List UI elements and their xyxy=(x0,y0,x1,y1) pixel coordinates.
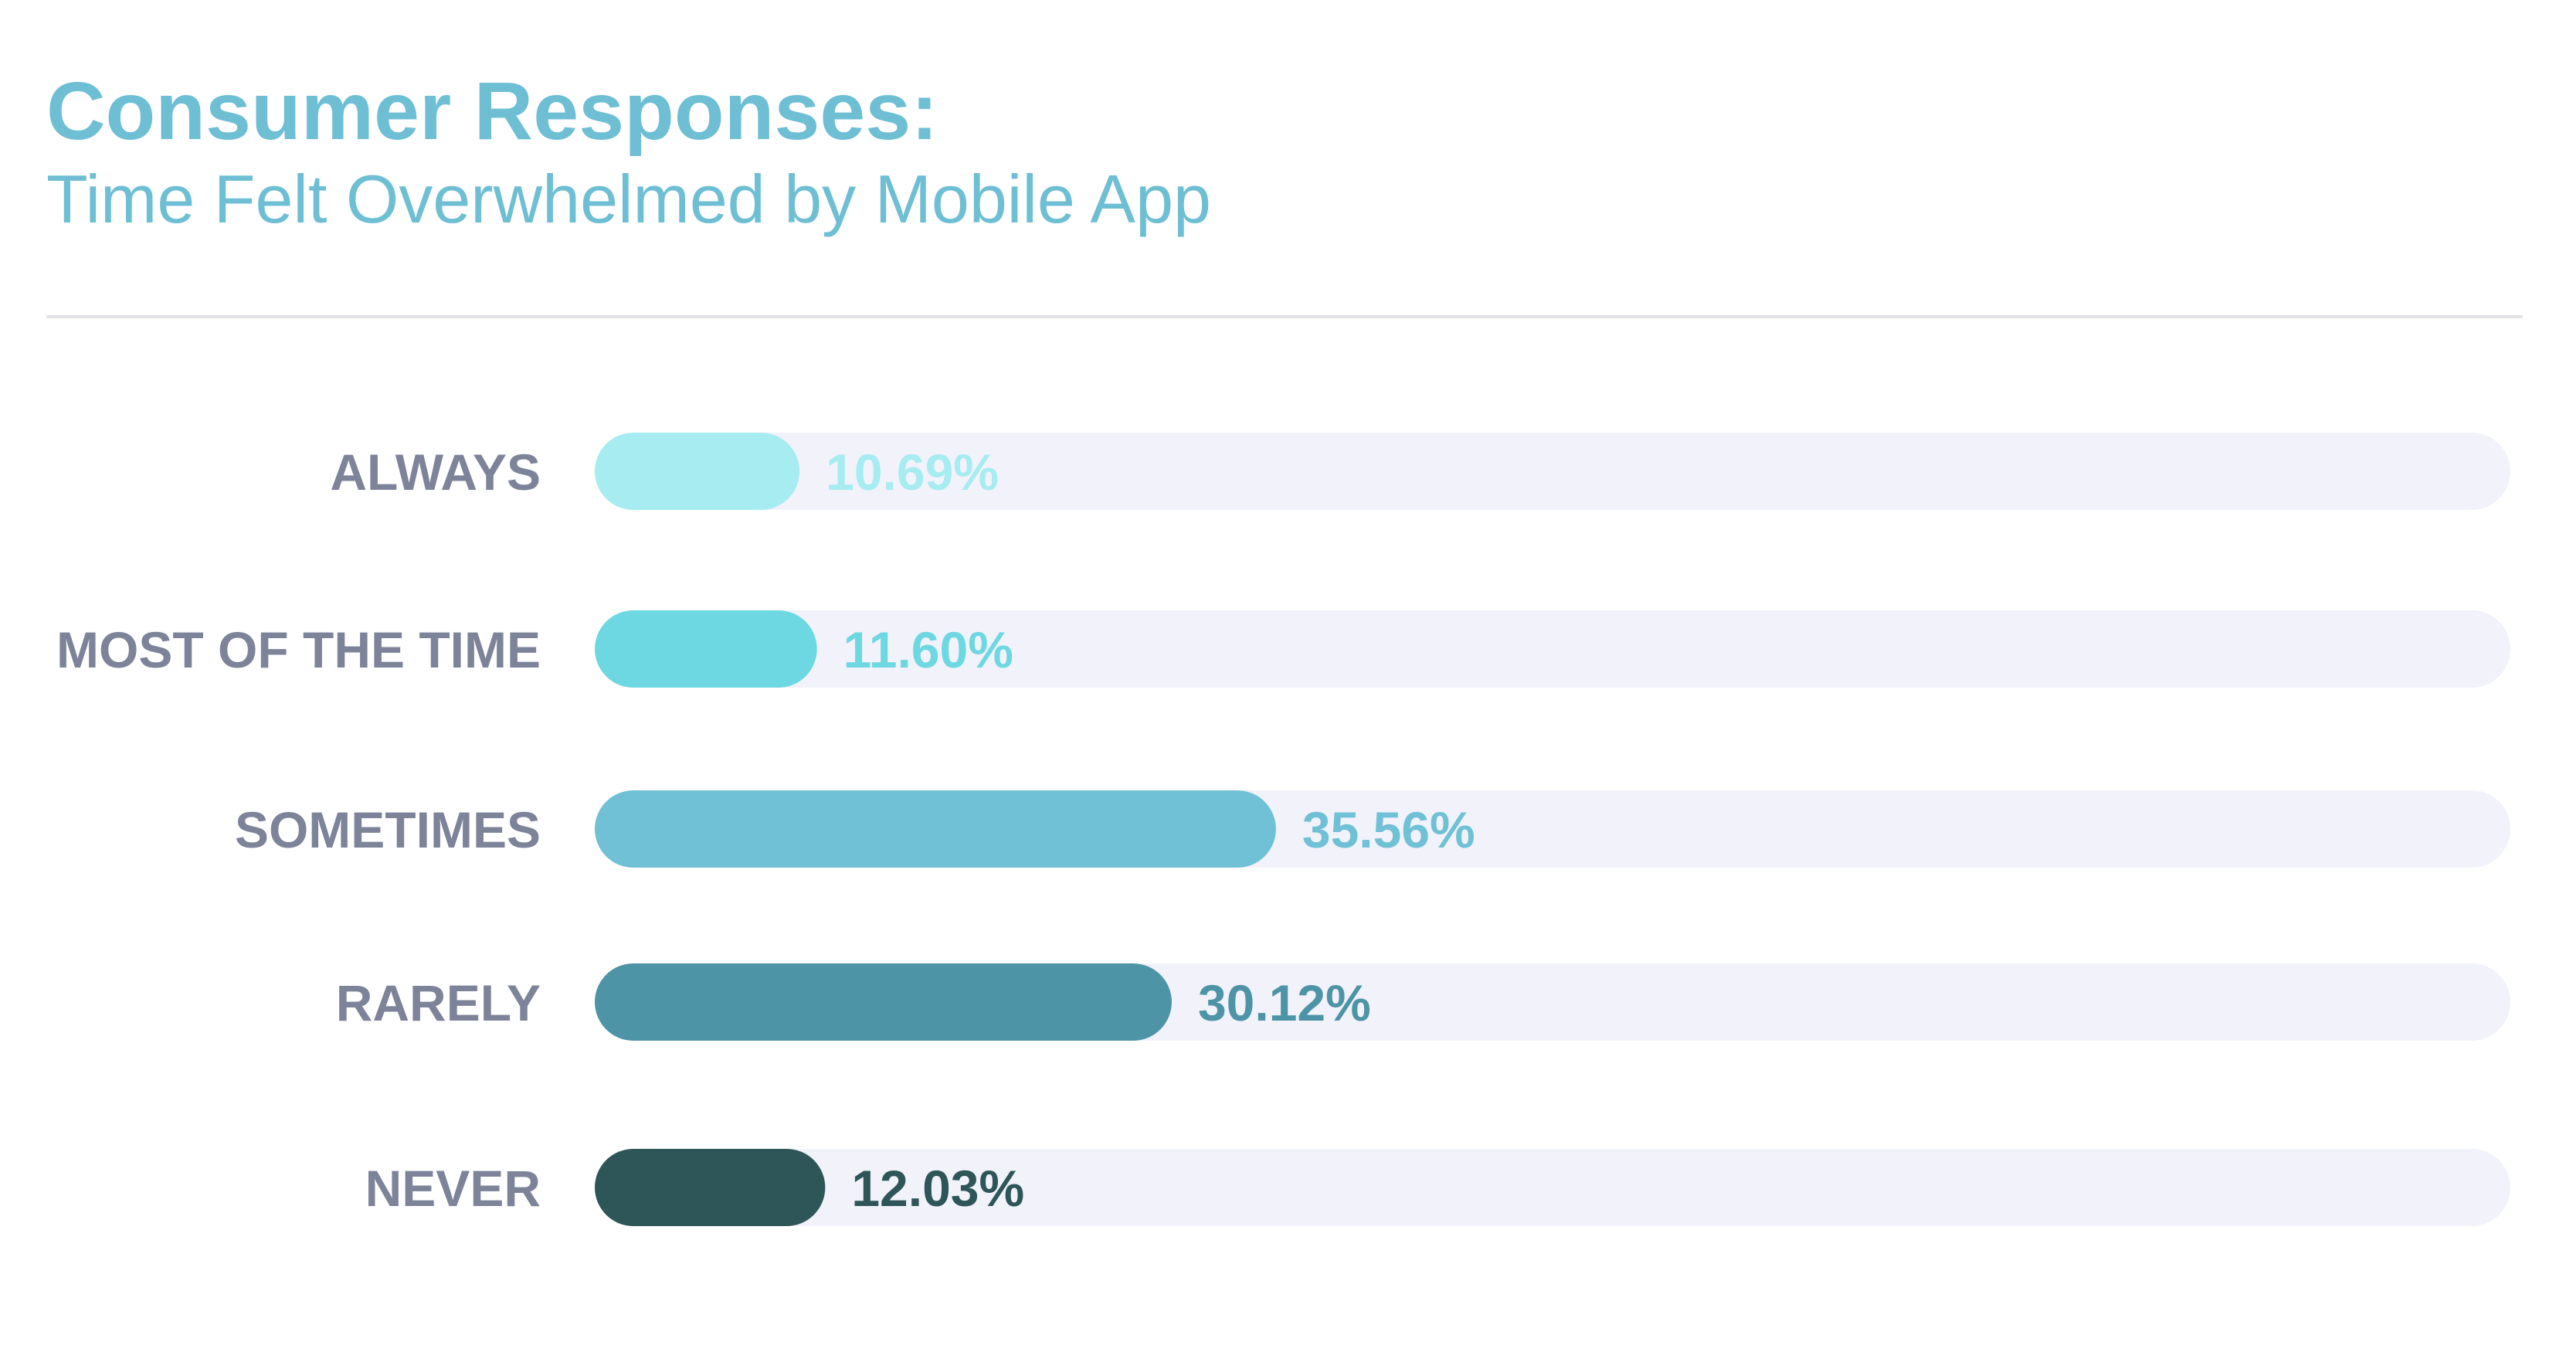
title-divider xyxy=(46,315,2523,318)
category-label-most-of-the-time: MOST OF THE TIME xyxy=(56,621,541,678)
bar-sometimes xyxy=(595,790,1276,868)
bar-always xyxy=(595,433,800,510)
category-label-sometimes: SOMETIMES xyxy=(235,801,541,858)
bar-track-always xyxy=(595,433,2510,510)
value-label-rarely: 30.12% xyxy=(1198,974,1371,1031)
chart-title: Consumer Responses: xyxy=(46,66,938,157)
chart-subtitle: Time Felt Overwhelmed by Mobile App xyxy=(46,161,1211,237)
bar-track-most-of-the-time xyxy=(595,610,2510,688)
value-label-most-of-the-time: 11.60% xyxy=(843,621,1013,678)
value-label-sometimes: 35.56% xyxy=(1302,801,1475,858)
value-label-always: 10.69% xyxy=(826,443,999,501)
category-label-never: NEVER xyxy=(365,1160,541,1217)
bar-track-never xyxy=(595,1149,2510,1226)
bar-most-of-the-time xyxy=(595,610,817,688)
category-label-always: ALWAYS xyxy=(330,443,541,501)
value-label-never: 12.03% xyxy=(851,1160,1024,1217)
bar-rarely xyxy=(595,963,1172,1041)
bar-never xyxy=(595,1149,826,1226)
category-label-rarely: RARELY xyxy=(336,974,541,1031)
